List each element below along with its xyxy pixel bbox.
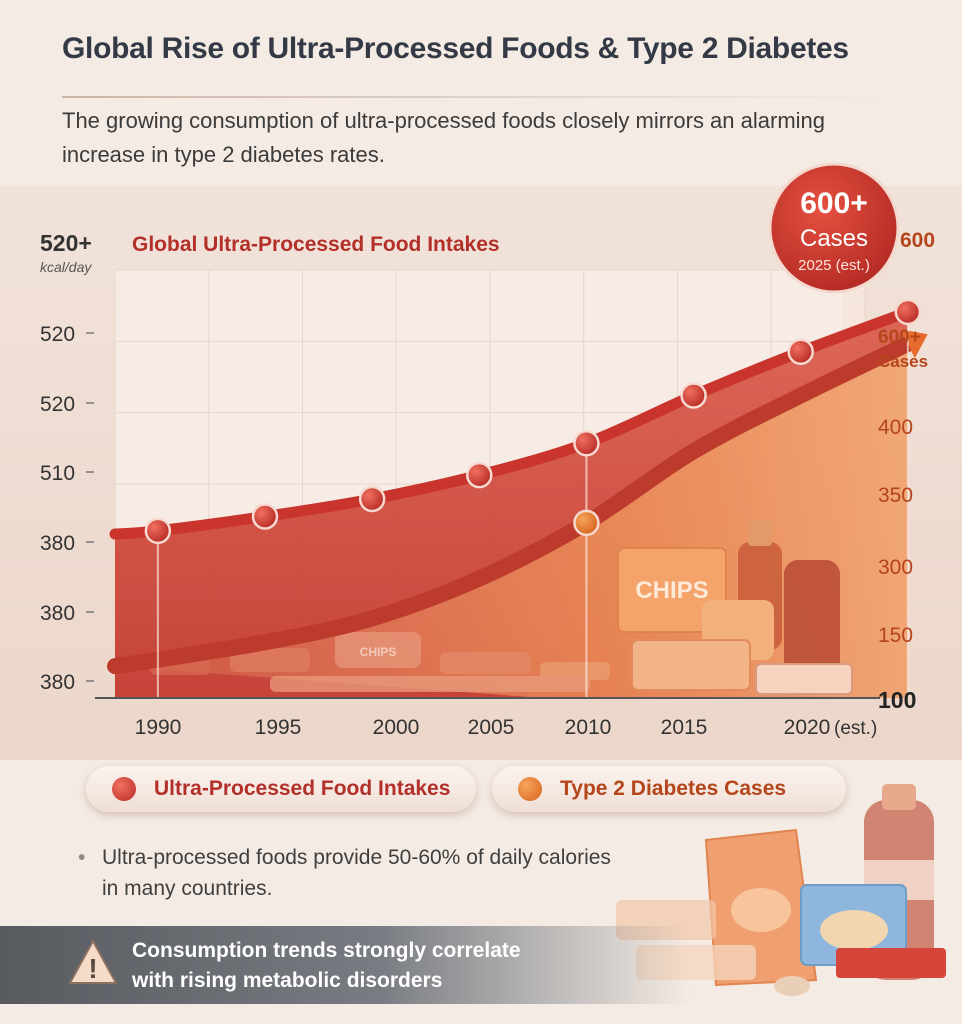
legend-item-diabetes[interactable]: Type 2 Diabetes Cases: [492, 766, 846, 812]
chips-bag: [617, 547, 727, 633]
x-tick-label: 2010: [565, 716, 612, 739]
warning-triangle: [68, 938, 118, 984]
legend-label: Type 2 Diabetes Cases: [560, 777, 787, 800]
footer-message: Consumption trends strongly correlate wi…: [132, 936, 632, 996]
x-tick-label: 1995: [255, 716, 302, 739]
food-intake-point: [251, 503, 279, 530]
food-pile: CHIPS: [150, 632, 610, 692]
soda-bottle: [784, 560, 840, 680]
right-axis-cases-word: Cases: [878, 352, 928, 371]
callout-date: 2025 (est.): [798, 257, 870, 274]
left-tick-label: 380: [40, 671, 75, 694]
food-item: [270, 676, 590, 692]
food-intake-point: [466, 461, 493, 489]
right-tick-label: 400: [878, 416, 913, 439]
callout-word: Cases: [800, 225, 868, 252]
x-axis: 1990 1995 2000 2005 2010 2015 2020 (est.): [135, 716, 878, 739]
x-tick-label: 2015: [661, 716, 708, 739]
food-intake-point: [573, 430, 600, 457]
chart-title: Global Ultra-Processed Food Intakes: [132, 233, 500, 256]
snack-illustration: [616, 784, 946, 996]
x-tick-label: 2020: [784, 716, 831, 739]
left-axis-unit: kcal/day: [40, 259, 92, 275]
chips-bag-small: [335, 632, 421, 668]
x-tick-label: 1990: [135, 716, 182, 739]
series-markers: [144, 298, 922, 545]
right-tick-label: 350: [878, 484, 913, 507]
legend-item-food-intake[interactable]: Ultra-Processed Food Intakes: [86, 766, 476, 812]
diabetes-point: [573, 509, 600, 537]
warning-icon: !: [68, 938, 118, 984]
right-axis: 400 350 300 150 100: [878, 416, 916, 713]
bullet-line-1: Ultra-processed foods provide 50-60% of …: [102, 846, 611, 869]
footer-banner: [0, 926, 690, 1004]
bullet-note: • Ultra-processed foods provide 50-60% o…: [78, 842, 724, 904]
right-tick-label: 150: [878, 624, 913, 647]
bullet-line-2: in many countries.: [102, 877, 273, 900]
chip-graphic: [731, 888, 791, 932]
food-item: [540, 662, 610, 680]
footer-line-2: with rising metabolic disorders: [132, 969, 443, 992]
legend-dot-orange: [518, 777, 542, 801]
left-tick-label: 380: [40, 532, 75, 555]
right-tick-label: 300: [878, 556, 913, 579]
legend-label: Ultra-Processed Food Intakes: [154, 777, 451, 800]
subtitle-line-2: increase in type 2 diabetes rates.: [62, 142, 385, 167]
diabetes-series-line: [107, 335, 916, 675]
guide-lines: [156, 311, 909, 698]
bottle-cap: [882, 784, 916, 810]
snack-group: CHIPS: [617, 520, 853, 695]
footer-line-1: Consumption trends strongly correlate: [132, 939, 521, 962]
chips-label: CHIPS: [635, 577, 708, 604]
food-intake-point: [894, 298, 922, 326]
callout-value: 600+: [800, 187, 868, 220]
callout-bubble: 600+ Cases 2025 (est.): [768, 162, 900, 294]
food-intake-point: [144, 517, 172, 545]
left-tick-label: 380: [40, 602, 75, 625]
x-tick-est-suffix: (est.): [834, 718, 877, 739]
candy-bar: [836, 948, 946, 978]
warning-glyph: !: [88, 953, 97, 984]
left-axis-top-label: 520+: [40, 230, 92, 256]
left-tick-label: 520: [40, 393, 75, 416]
food-box: [631, 639, 751, 691]
title-divider: [62, 96, 882, 98]
right-axis-cases-value: 600+: [878, 327, 921, 348]
subtitle: The growing consumption of ultra-process…: [62, 104, 922, 172]
x-tick-label: 2000: [373, 716, 420, 739]
food-intake-point: [358, 485, 386, 513]
left-tick-label: 510: [40, 462, 75, 485]
chips-label-small: CHIPS: [360, 645, 397, 659]
left-axis: 520 520 510 380 380 380: [40, 323, 94, 694]
page-title: Global Rise of Ultra-Processed Foods & T…: [62, 32, 849, 65]
right-tick-label: 100: [878, 687, 916, 713]
left-tick-label: 520: [40, 323, 75, 346]
x-tick-label: 2005: [468, 716, 515, 739]
subtitle-line-1: The growing consumption of ultra-process…: [62, 108, 826, 133]
food-intake-point: [680, 382, 707, 409]
callout-circle: [768, 162, 900, 294]
legend-dot-red: [112, 777, 136, 801]
food-wrapper: [755, 663, 853, 695]
snack-crumb: [774, 976, 810, 996]
food-intake-point: [787, 338, 814, 365]
bottle-cap: [748, 520, 772, 546]
cookie-graphic: [820, 910, 888, 950]
bullet-mark: •: [78, 846, 86, 869]
food-item: [230, 648, 310, 672]
right-axis-600-label: 600: [900, 229, 935, 252]
food-item: [440, 652, 530, 674]
